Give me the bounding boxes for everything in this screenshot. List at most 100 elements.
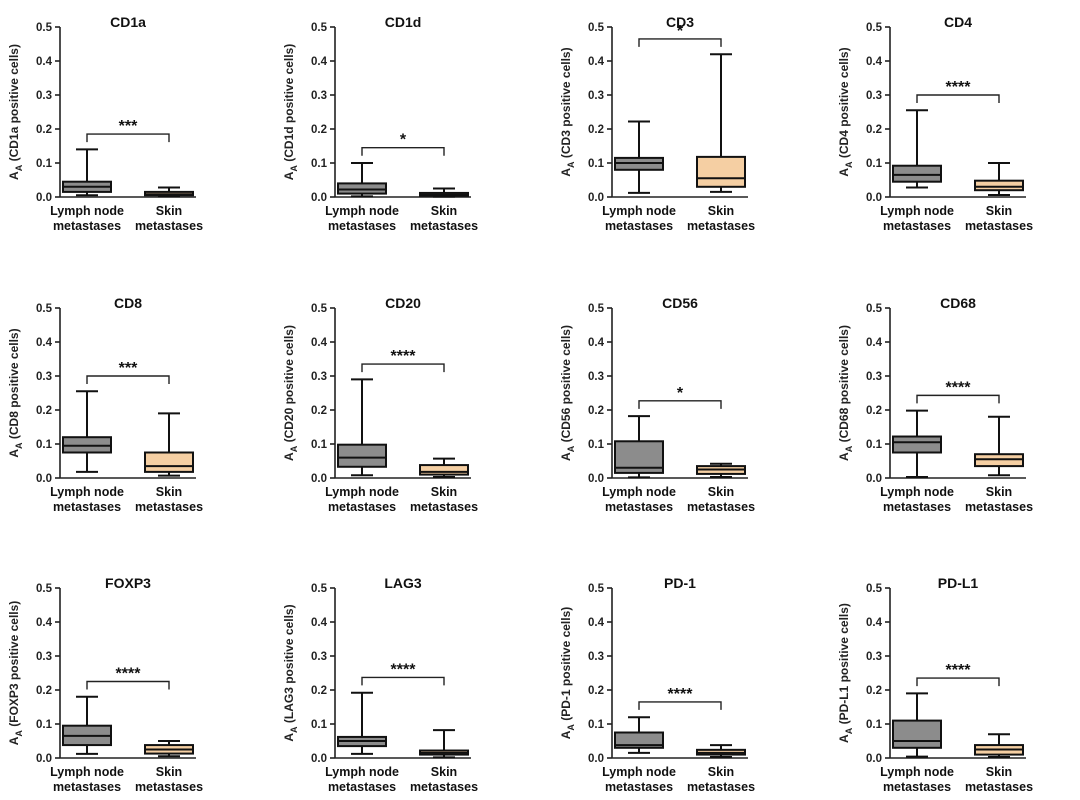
y-tick-label: 0.1	[588, 158, 605, 170]
y-axis-label: AA (CD8 positive cells)	[7, 328, 24, 457]
y-tick-label: 0.4	[36, 56, 53, 68]
y-tick-label: 0.1	[588, 439, 605, 451]
y-tick-label: 0.5	[588, 583, 605, 595]
y-tick-label: 0.1	[36, 158, 53, 170]
significance-label: *	[400, 132, 407, 149]
box-skin	[696, 53, 746, 193]
x-category-label: metastases	[687, 219, 755, 233]
x-category-label: metastases	[328, 219, 396, 233]
y-axis-label-symbol: A	[837, 168, 851, 177]
box-skin	[144, 412, 194, 477]
y-tick-label: 0.2	[311, 685, 327, 697]
y-axis-label-symbol: A	[559, 452, 573, 461]
significance-label: ****	[116, 666, 142, 683]
panel-lag3: LAG3 0.0 0.1 0.2 0.3 0.4 0.5 AA (LAG3 positive …	[282, 575, 478, 794]
significance-bracket	[361, 363, 445, 373]
y-tick-label: 0.1	[588, 719, 605, 731]
y-axis-label-subscript: A	[14, 730, 24, 737]
x-category-label: Skin	[431, 485, 457, 499]
y-tick-label: 0.3	[311, 371, 327, 383]
y-axis-label: AA (CD1d positive cells)	[282, 44, 299, 181]
significance-bracket	[916, 677, 1000, 687]
significance-label: ****	[391, 661, 417, 678]
x-category-label: metastases	[605, 219, 673, 233]
significance-bracket	[86, 133, 170, 143]
panel-cd8: CD8 0.0 0.1 0.2 0.3 0.4 0.5 AA (CD8 positive ce…	[7, 295, 203, 514]
y-axis-label-subscript: A	[289, 726, 299, 733]
y-tick-label: 0.2	[866, 405, 882, 417]
significance-label: ****	[946, 662, 972, 679]
x-category-label: metastases	[53, 219, 121, 233]
y-tick-label: 0.3	[311, 90, 327, 102]
box-skin	[419, 187, 469, 198]
y-axis-label: AA (CD68 positive cells)	[837, 325, 854, 461]
panel-cd1a: CD1a 0.0 0.1 0.2 0.3 0.4 0.5 AA (CD1a positive …	[7, 14, 203, 233]
y-axis-label-subscript: A	[14, 164, 24, 171]
box-iqr	[419, 464, 469, 476]
y-tick-label: 0.2	[36, 405, 52, 417]
y-axis-label: AA (PD-1 positive cells)	[559, 607, 576, 740]
x-category-label: Lymph node	[880, 204, 954, 218]
significance-bracket	[361, 676, 445, 686]
x-category-label: Lymph node	[602, 204, 676, 218]
box-skin	[974, 415, 1024, 477]
y-axis-label: AA (FOXP3 positive cells)	[7, 601, 24, 746]
x-category-label: metastases	[965, 500, 1033, 514]
y-axis-label-text: (LAG3 positive cells)	[282, 604, 296, 726]
box-lymph-node	[337, 378, 387, 477]
box-iqr	[892, 435, 942, 454]
y-tick-label: 0.4	[866, 56, 883, 68]
panel-title: CD1a	[110, 14, 146, 30]
y-tick-label: 0.0	[36, 473, 52, 485]
panel-title: CD8	[114, 295, 142, 311]
panel-foxp3: FOXP3 0.0 0.1 0.2 0.3 0.4 0.5 AA (FOXP3 positiv…	[7, 575, 203, 794]
significance-bracket	[916, 94, 1000, 103]
y-tick-label: 0.5	[311, 583, 328, 595]
y-tick-label: 0.1	[866, 158, 883, 170]
y-tick-label: 0.3	[36, 651, 52, 663]
panel-cd20: CD20 0.0 0.1 0.2 0.3 0.4 0.5 AA (CD20 positive …	[282, 295, 478, 514]
y-tick-label: 0.2	[866, 124, 882, 136]
y-axis-label-symbol: A	[282, 733, 296, 742]
y-axis-label-text: (CD68 positive cells)	[837, 325, 851, 446]
box-lymph-node	[614, 120, 664, 194]
panel-title: CD3	[666, 14, 694, 30]
y-axis-label-symbol: A	[559, 730, 573, 739]
y-tick-label: 0.1	[36, 439, 53, 451]
panel-title: CD56	[662, 295, 698, 311]
significance-label: ***	[119, 118, 138, 135]
y-tick-label: 0.2	[311, 124, 327, 136]
panel-cd4: CD4 0.0 0.1 0.2 0.3 0.4 0.5 AA (CD4 positive ce…	[837, 14, 1033, 233]
y-tick-label: 0.4	[866, 337, 883, 349]
y-tick-label: 0.0	[588, 473, 604, 485]
y-axis-label-symbol: A	[282, 452, 296, 461]
panel-cd1d: CD1d 0.0 0.1 0.2 0.3 0.4 0.5 AA (CD1d positive …	[282, 14, 478, 233]
box-lymph-node	[614, 716, 664, 754]
x-category-label: metastases	[328, 500, 396, 514]
x-category-label: metastases	[135, 500, 203, 514]
x-category-label: metastases	[605, 780, 673, 794]
significance-label: ****	[391, 348, 417, 365]
y-tick-label: 0.5	[36, 583, 53, 595]
y-tick-label: 0.1	[311, 439, 328, 451]
significance-label: ****	[668, 686, 694, 703]
box-lymph-node	[892, 109, 942, 189]
y-axis-label: AA (CD1a positive cells)	[7, 44, 24, 180]
panel-title: FOXP3	[105, 575, 151, 591]
box-lymph-node	[892, 692, 942, 758]
x-category-label: Skin	[708, 765, 734, 779]
y-tick-label: 0.0	[866, 192, 882, 204]
y-axis-label-subscript: A	[566, 161, 576, 168]
x-category-label: metastases	[687, 500, 755, 514]
panel-title: PD-L1	[938, 575, 979, 591]
y-axis-label-subscript: A	[289, 445, 299, 452]
significance-bracket	[86, 375, 170, 384]
y-tick-label: 0.0	[588, 192, 604, 204]
y-tick-label: 0.4	[588, 56, 605, 68]
box-skin	[974, 733, 1024, 758]
x-category-label: metastases	[883, 780, 951, 794]
panel-title: PD-1	[664, 575, 696, 591]
y-tick-label: 0.4	[36, 337, 53, 349]
